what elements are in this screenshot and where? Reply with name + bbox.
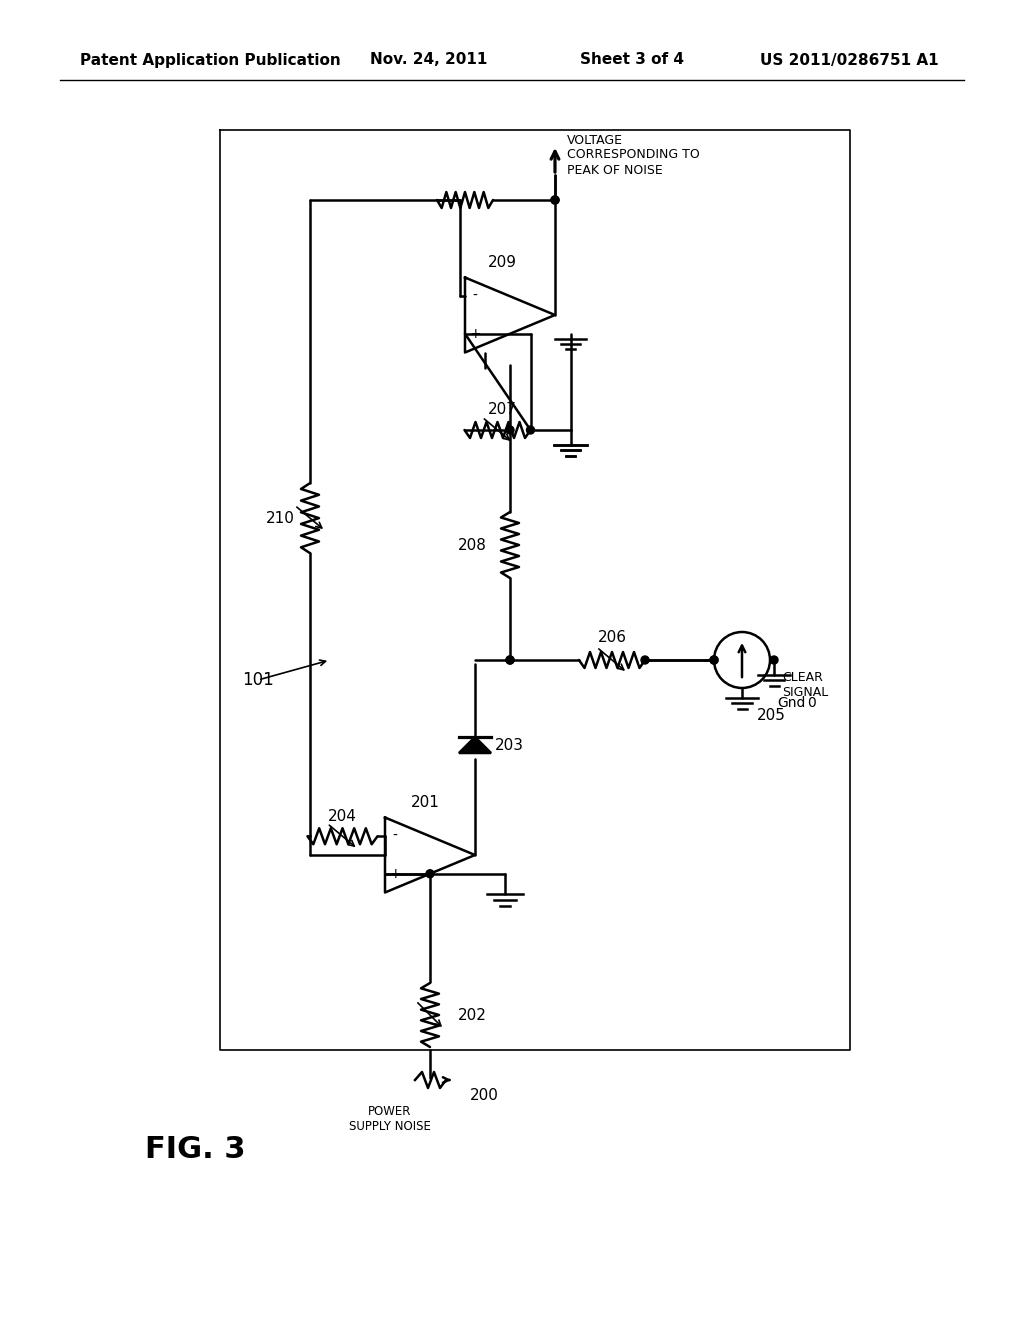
Circle shape: [506, 426, 514, 434]
Text: 208: 208: [458, 537, 486, 553]
Text: -: -: [392, 829, 397, 843]
Text: FIG. 3: FIG. 3: [145, 1135, 246, 1164]
Text: VOLTAGE
CORRESPONDING TO
PEAK OF NOISE: VOLTAGE CORRESPONDING TO PEAK OF NOISE: [567, 133, 699, 177]
Text: +: +: [389, 867, 400, 880]
Text: 206: 206: [597, 631, 627, 645]
Text: Patent Application Publication: Patent Application Publication: [80, 53, 341, 67]
Text: 201: 201: [411, 795, 439, 810]
Text: 210: 210: [265, 511, 295, 525]
Text: 207: 207: [488, 403, 517, 417]
Text: CLEAR
SIGNAL: CLEAR SIGNAL: [782, 671, 828, 700]
Text: Sheet 3 of 4: Sheet 3 of 4: [580, 53, 684, 67]
Circle shape: [506, 656, 514, 664]
Polygon shape: [459, 737, 490, 752]
Circle shape: [426, 870, 434, 878]
Circle shape: [551, 195, 559, 205]
Text: 0: 0: [807, 696, 816, 710]
Text: 101: 101: [242, 671, 273, 689]
Text: Nov. 24, 2011: Nov. 24, 2011: [370, 53, 487, 67]
Text: 202: 202: [458, 1007, 486, 1023]
Text: POWER
SUPPLY NOISE: POWER SUPPLY NOISE: [349, 1105, 431, 1133]
Circle shape: [770, 656, 778, 664]
Text: 204: 204: [328, 809, 357, 824]
Circle shape: [710, 656, 718, 664]
Text: Gnd: Gnd: [777, 696, 805, 710]
Text: 203: 203: [495, 738, 524, 752]
Text: 205: 205: [757, 708, 785, 722]
Text: 200: 200: [470, 1088, 499, 1102]
Circle shape: [506, 656, 514, 664]
Text: -: -: [472, 289, 477, 304]
Circle shape: [551, 195, 559, 205]
Text: 209: 209: [487, 255, 516, 271]
Text: +: +: [469, 327, 481, 341]
Circle shape: [526, 426, 535, 434]
Circle shape: [710, 656, 718, 664]
Text: US 2011/0286751 A1: US 2011/0286751 A1: [760, 53, 939, 67]
Circle shape: [641, 656, 649, 664]
